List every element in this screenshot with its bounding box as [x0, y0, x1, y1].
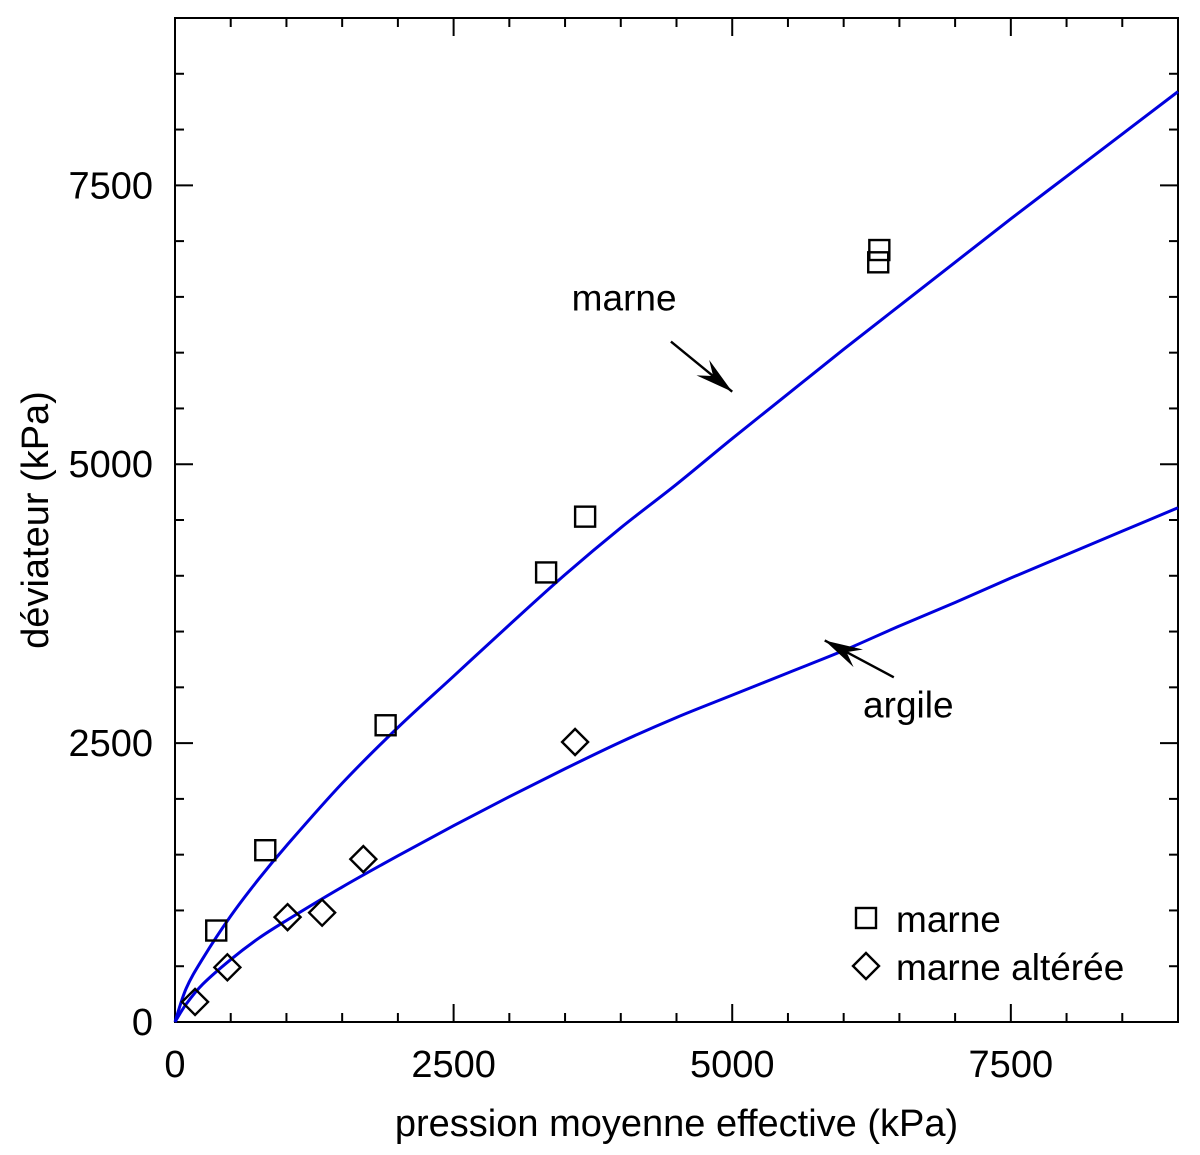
- fit-curves: [173, 90, 1179, 1023]
- legend: marne marne altérée: [851, 899, 1124, 988]
- minor-ticks: [175, 17, 1179, 1022]
- legend-diamond-marker: [851, 951, 881, 981]
- x-tick-label: 5000: [690, 1044, 775, 1086]
- x-tick-label: 2500: [411, 1044, 496, 1086]
- annotations: marne argile: [572, 277, 954, 725]
- x-tick-label: 7500: [969, 1044, 1054, 1086]
- y-tick-label: 5000: [68, 444, 153, 486]
- diamond-point: [212, 952, 243, 983]
- y-tick-label: 7500: [68, 165, 153, 207]
- legend-square-marker: [854, 906, 878, 930]
- annotation-label-argile: argile: [863, 684, 954, 725]
- plot-frame: [174, 17, 1179, 1023]
- legend-label: marne: [896, 899, 1001, 940]
- square-point: [374, 714, 397, 737]
- annotation-label-marne: marne: [572, 277, 677, 318]
- data-points: [180, 238, 891, 1017]
- diamond-point: [180, 987, 210, 1017]
- annotation-arrow-head: [696, 359, 733, 392]
- square-point: [205, 919, 228, 942]
- square-point: [868, 238, 891, 262]
- major-ticks: [174, 18, 1178, 1023]
- y-tick-label: 0: [132, 1002, 153, 1044]
- tick-labels: 0 2500 5000 7500 0 2500 5000 7500: [68, 165, 1053, 1086]
- square-point: [867, 251, 890, 274]
- y-tick-label: 2500: [68, 723, 153, 765]
- legend-label: marne altérée: [896, 947, 1124, 988]
- curve-argile: [173, 506, 1179, 1023]
- diamond-point: [348, 844, 379, 874]
- x-axis-label: pression moyenne effective (kPa): [395, 1103, 958, 1145]
- square-point: [254, 839, 277, 862]
- y-axis-label: déviateur (kPa): [15, 391, 57, 649]
- diamond-point: [307, 897, 337, 928]
- diamond-point: [560, 727, 590, 757]
- annotation-arrow-head: [824, 640, 863, 668]
- square-point: [534, 561, 558, 584]
- diamond-point: [272, 902, 303, 932]
- square-point: [573, 505, 597, 528]
- curve-marne: [173, 90, 1179, 1023]
- x-tick-label: 0: [164, 1044, 185, 1086]
